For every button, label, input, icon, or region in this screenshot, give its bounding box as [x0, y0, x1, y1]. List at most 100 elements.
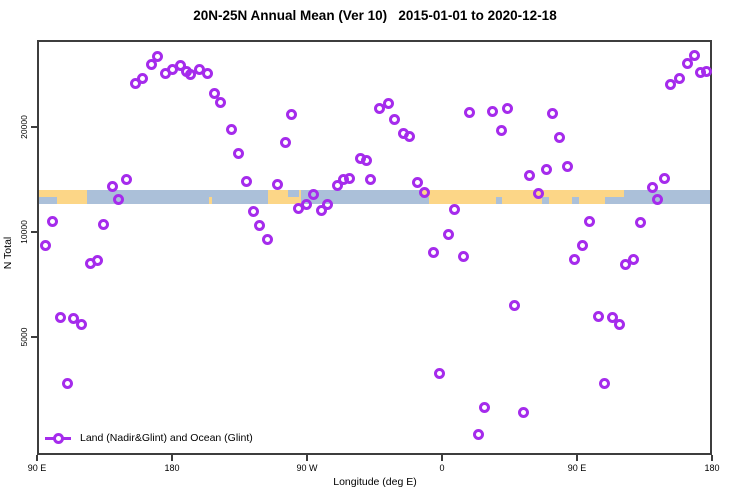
- data-point: [569, 254, 581, 265]
- data-point: [434, 368, 446, 380]
- data-point: [185, 69, 197, 81]
- data-point: [411, 176, 423, 188]
- data-point: [472, 429, 484, 441]
- data-point: [285, 108, 297, 120]
- data-point: [61, 377, 73, 389]
- data-point: [449, 203, 461, 215]
- ocean-notch: [604, 196, 624, 204]
- data-point: [540, 164, 552, 176]
- plot-area: Land (Nadir&Glint) and Ocean (Glint): [37, 40, 713, 455]
- land-segment: [420, 190, 624, 204]
- data-point: [561, 161, 573, 173]
- legend-circle-icon: [52, 432, 64, 444]
- data-point: [344, 172, 356, 184]
- data-point: [129, 78, 141, 90]
- data-point: [215, 96, 227, 108]
- data-point: [553, 132, 565, 144]
- data-point: [584, 215, 596, 227]
- data-point: [331, 180, 343, 192]
- data-point: [254, 220, 266, 232]
- data-point: [599, 377, 611, 389]
- ocean-notch: [417, 196, 429, 204]
- data-point: [201, 68, 213, 80]
- data-point: [478, 401, 490, 413]
- data-point: [613, 318, 625, 330]
- data-point: [673, 73, 685, 85]
- data-point: [279, 137, 291, 149]
- land-island: [208, 196, 212, 204]
- data-point: [681, 58, 693, 70]
- data-point: [261, 234, 273, 246]
- data-point: [321, 198, 333, 210]
- x-tick-mark: [711, 455, 713, 461]
- data-point: [523, 170, 535, 182]
- data-point: [620, 258, 632, 270]
- legend: Land (Nadir&Glint) and Ocean (Glint): [45, 431, 253, 445]
- data-point: [91, 254, 103, 266]
- legend-open-circle-icon: [45, 432, 71, 444]
- data-point: [225, 123, 237, 135]
- data-point: [107, 181, 119, 193]
- data-point: [463, 106, 475, 118]
- data-point: [54, 312, 66, 324]
- data-point: [39, 240, 51, 251]
- x-tick-label: 90 W: [296, 463, 318, 473]
- data-point: [67, 313, 79, 325]
- y-tick-mark: [31, 231, 37, 234]
- ocean-notch: [541, 196, 549, 204]
- data-point: [47, 215, 59, 227]
- data-point: [174, 60, 186, 72]
- y-tick-label: 10000: [19, 220, 29, 245]
- x-tick-mark: [36, 455, 38, 461]
- x-tick-label: 0: [439, 463, 445, 473]
- data-point: [576, 240, 588, 251]
- data-point: [427, 247, 439, 259]
- x-tick-mark: [171, 455, 173, 461]
- data-point: [627, 254, 639, 265]
- data-point: [688, 50, 700, 62]
- data-point: [546, 108, 558, 120]
- data-point: [209, 88, 221, 100]
- data-point: [360, 154, 372, 166]
- y-axis-title: N Total: [2, 236, 14, 270]
- data-point: [232, 147, 244, 159]
- data-point: [517, 406, 529, 418]
- data-point: [382, 98, 394, 110]
- data-point: [646, 182, 658, 194]
- y-tick-label: 5000: [19, 327, 29, 347]
- y-tick-mark: [31, 336, 37, 339]
- data-point: [635, 217, 647, 229]
- data-point: [75, 318, 87, 330]
- data-point: [651, 193, 663, 205]
- data-point: [365, 173, 377, 185]
- y-tick-mark: [31, 126, 37, 129]
- ocean-notch: [571, 196, 579, 204]
- data-point: [419, 186, 431, 198]
- data-point: [606, 311, 618, 323]
- data-point: [658, 172, 670, 184]
- y-tick-label: 20000: [19, 115, 29, 140]
- latitude-map-band: [39, 190, 710, 204]
- data-point: [145, 59, 157, 71]
- ocean-notch: [39, 196, 57, 204]
- data-point: [307, 189, 319, 201]
- data-point: [701, 66, 713, 77]
- x-tick-label: 180: [164, 463, 180, 473]
- data-point: [374, 102, 386, 114]
- ocean-notch: [288, 190, 299, 197]
- data-point: [98, 218, 110, 230]
- data-point: [442, 229, 454, 241]
- x-tick-label: 90 E: [567, 463, 587, 473]
- data-point: [532, 187, 544, 199]
- data-point: [113, 193, 125, 205]
- x-tick-label: 180: [704, 463, 720, 473]
- data-point: [120, 173, 132, 185]
- data-point: [389, 113, 401, 125]
- data-point: [151, 51, 163, 63]
- x-tick-mark: [576, 455, 578, 461]
- data-point: [240, 175, 252, 187]
- data-point: [457, 250, 469, 262]
- data-point: [315, 205, 327, 217]
- data-point: [501, 102, 513, 114]
